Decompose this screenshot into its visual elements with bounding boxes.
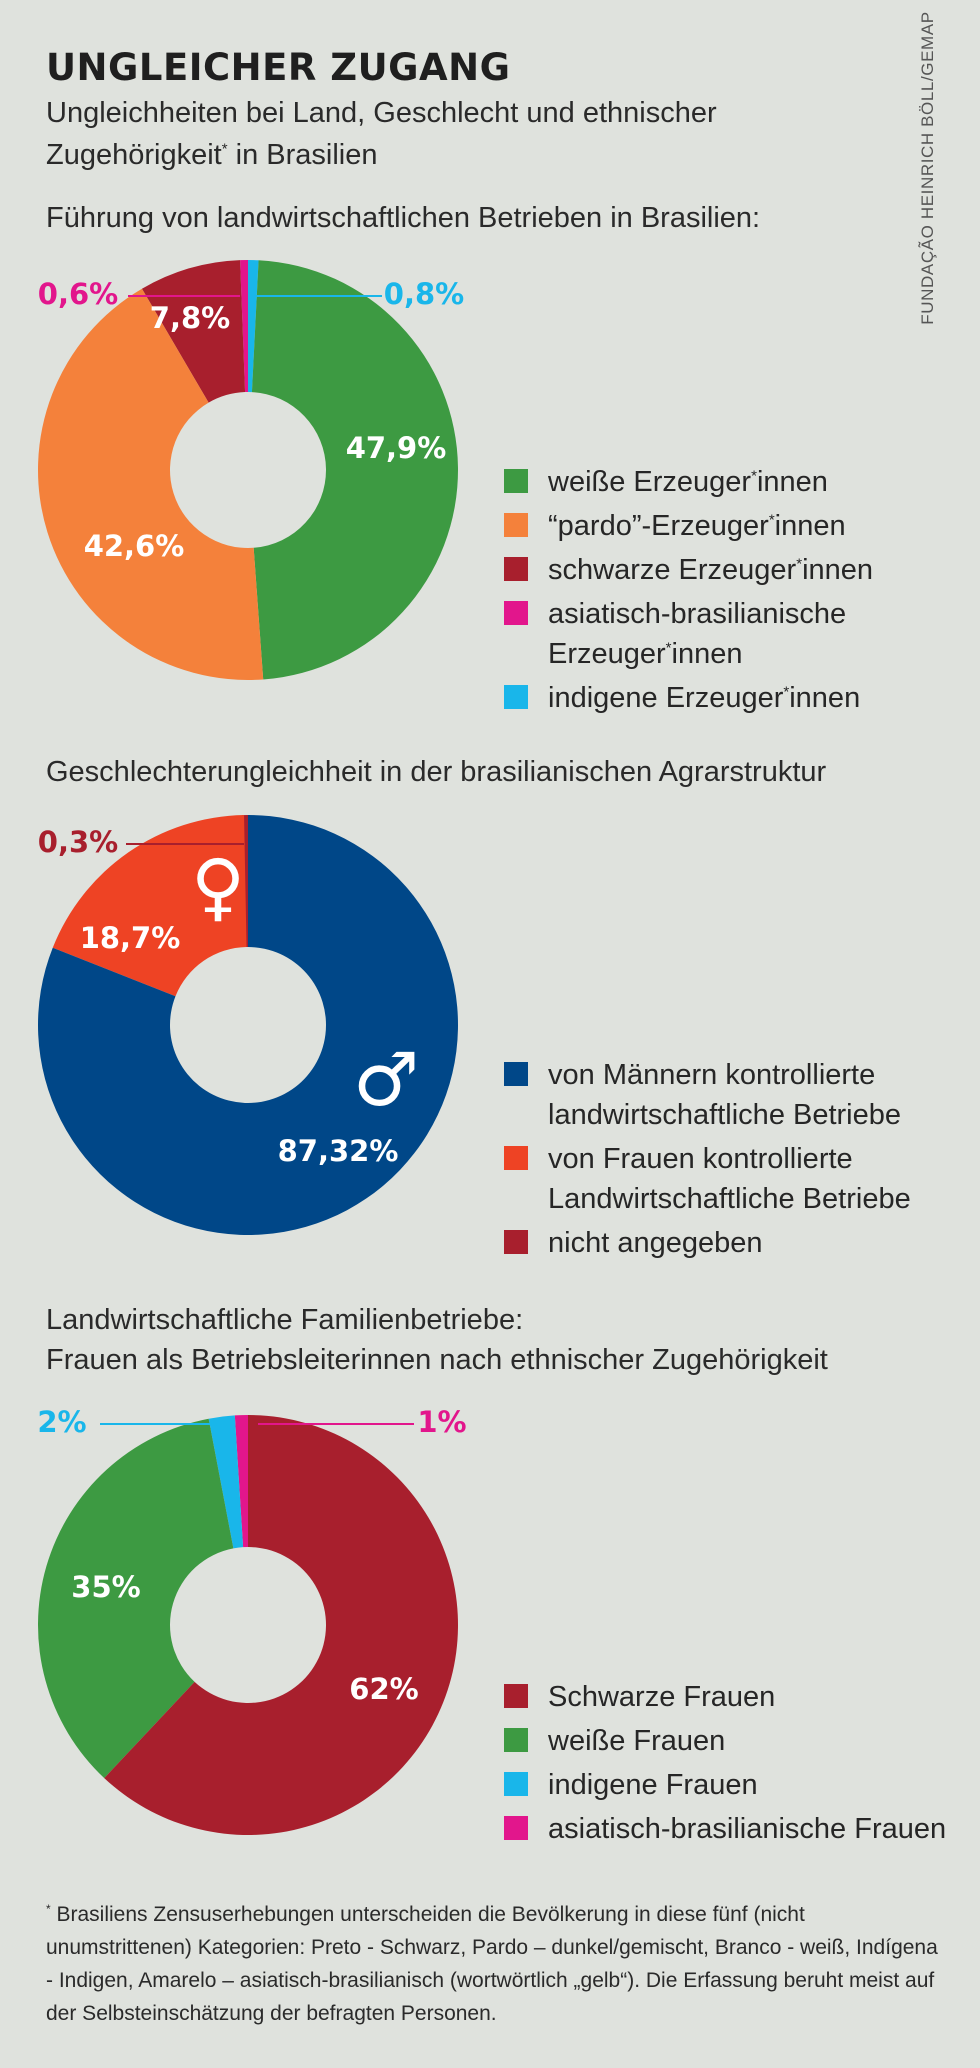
footnote-star: * — [46, 1902, 51, 1916]
callout-label-3-3: 1% — [417, 1405, 466, 1439]
page-title: UNGLEICHER ZUGANG — [46, 46, 511, 89]
legend-label: schwarze Erzeuger*innen — [548, 554, 874, 586]
male-symbol-icon: ♂ — [353, 1037, 419, 1123]
chart3-title: Landwirtschaftliche Familienbetriebe: — [46, 1304, 524, 1336]
legend-swatch — [504, 1062, 528, 1086]
donut-slice-2-1 — [52, 815, 247, 997]
donut-slice-3-1 — [38, 1418, 234, 1779]
donut-slice-3-2 — [208, 1415, 244, 1549]
callout-label-2-2: 0,3% — [38, 825, 118, 859]
chart3-legend: Schwarze Frauen weiße Frauen indigene Frau… — [504, 1677, 946, 1853]
slice-label-1-1: 42,6% — [84, 529, 185, 563]
callout-label-1-3: 0,6% — [38, 277, 118, 311]
donut-slice-1-3 — [240, 260, 248, 393]
chart1-donut: 47,9% 42,6% 7,8% 0,6% 0,8% — [37, 260, 464, 680]
legend-swatch — [504, 1230, 528, 1254]
legend-label: indigene Frauen — [548, 1769, 758, 1801]
chart2-donut: 87,32% 18,7% 0,3% ♀ ♂ — [37, 815, 458, 1235]
subtitle-line1: Ungleichheiten bei Land, Geschlecht und … — [46, 97, 717, 129]
donut-slice-1-0 — [251, 260, 459, 680]
donut-slice-1-4 — [248, 260, 259, 393]
legend-swatch — [504, 1772, 528, 1796]
callout-label-3-2: 2% — [37, 1405, 86, 1439]
legend-item-1-3: asiatisch-brasilianische Erzeuger*innen — [504, 594, 873, 674]
legend-label: Schwarze Frauen — [548, 1681, 776, 1713]
legend-label: weiße Frauen — [548, 1725, 726, 1757]
footnote-text: Brasiliens Zensuserhebungen unterscheide… — [46, 1903, 938, 2025]
slice-label-2-0: 87,32% — [278, 1134, 399, 1168]
legend-item-3-2: indigene Frauen — [504, 1765, 946, 1805]
legend-swatch — [504, 513, 528, 537]
female-symbol-icon: ♀ — [191, 844, 245, 930]
legend-swatch — [504, 1146, 528, 1170]
legend-item-1-4: indigene Erzeuger*innen — [504, 678, 873, 718]
legend-label: weiße Erzeuger*innen — [548, 466, 828, 498]
donut-slice-2-0 — [37, 815, 458, 1235]
legend-item-3-3: asiatisch-brasilianische Frauen — [504, 1809, 946, 1849]
legend-item-1-2: schwarze Erzeuger*innen — [504, 550, 873, 590]
chart3-donut: 62% 35% 2% 1% — [37, 1405, 467, 1835]
slice-label-3-0: 62% — [349, 1672, 418, 1706]
slice-label-2-1: 18,7% — [80, 921, 181, 955]
legend-item-3-1: weiße Frauen — [504, 1721, 946, 1761]
donut-slice-1-1 — [37, 288, 264, 680]
legend-swatch — [504, 1728, 528, 1752]
legend-swatch — [504, 469, 528, 493]
legend-label: “pardo”-Erzeuger*innen — [548, 510, 846, 542]
legend-item-3-0: Schwarze Frauen — [504, 1677, 946, 1717]
legend-item-1-1: “pardo”-Erzeuger*innen — [504, 506, 873, 546]
legend-item-1-0: weiße Erzeuger*innen — [504, 462, 873, 502]
chart2-title: Geschlechterungleichheit in der brasilia… — [46, 756, 827, 788]
footnote: * Brasiliens Zensuserhebungen unterschei… — [46, 1893, 946, 2030]
chart1-title: Führung von landwirtschaftlichen Betrieb… — [46, 202, 761, 234]
page-subtitle: Ungleichheiten bei Land, Geschlecht und … — [46, 92, 806, 176]
legend-label: von Männern kontrollierte landwirtschaftl… — [548, 1059, 902, 1131]
legend-label: von Frauen kontrollierte Landwirtschaftli… — [548, 1143, 911, 1215]
legend-label: asiatisch-brasilianische Erzeuger*innen — [548, 598, 847, 670]
legend-label: asiatisch-brasilianische Frauen — [548, 1813, 947, 1845]
subtitle-star: * — [221, 140, 228, 158]
donut-slice-3-3 — [234, 1415, 248, 1548]
subtitle-line2b: in Brasilien — [227, 139, 378, 171]
chart1-legend: weiße Erzeuger*innen “pardo”-Erzeuger*inn… — [504, 462, 873, 722]
legend-label: nicht angegeben — [548, 1227, 763, 1259]
chart2-legend: von Männern kontrollierte landwirtschaftl… — [504, 1055, 911, 1267]
legend-swatch — [504, 685, 528, 709]
chart3-subtitle: Frauen als Betriebsleiterinnen nach ethn… — [46, 1344, 828, 1376]
legend-item-2-1: von Frauen kontrollierte Landwirtschaftli… — [504, 1139, 911, 1219]
legend-swatch — [504, 601, 528, 625]
slice-label-1-2: 7,8% — [150, 301, 230, 335]
slice-label-1-0: 47,9% — [346, 431, 447, 465]
slice-label-3-1: 35% — [71, 1570, 140, 1604]
donut-slice-3-0 — [104, 1415, 458, 1835]
legend-swatch — [504, 1684, 528, 1708]
subtitle-line2a: Zugehörigkeit — [46, 139, 222, 171]
legend-swatch — [504, 557, 528, 581]
legend-label: indigene Erzeuger*innen — [548, 682, 861, 714]
legend-item-2-2: nicht angegeben — [504, 1223, 911, 1263]
legend-item-2-0: von Männern kontrollierte landwirtschaftl… — [504, 1055, 911, 1135]
legend-swatch — [504, 1816, 528, 1840]
callout-label-1-4: 0,8% — [384, 277, 464, 311]
